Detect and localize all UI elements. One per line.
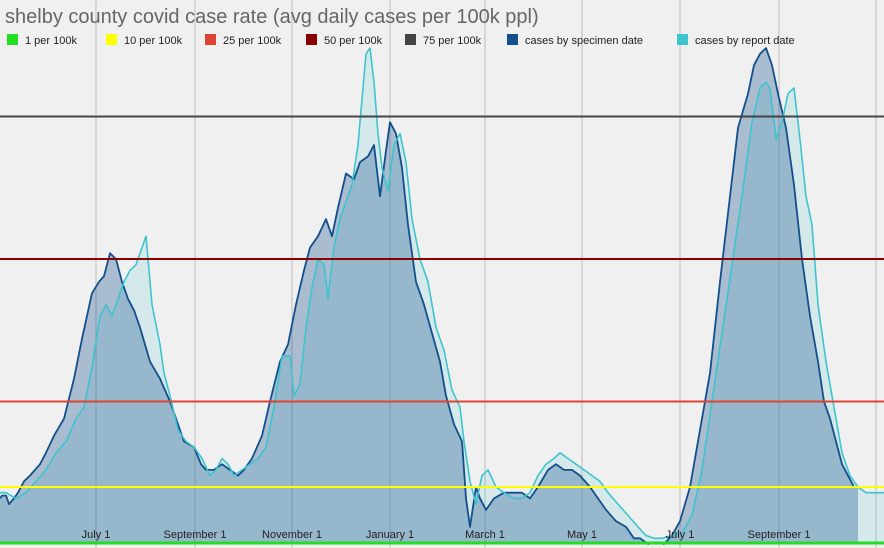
vertical-gridlines <box>95 0 877 548</box>
legend-label: 25 per 100k <box>223 35 282 47</box>
legend-swatch <box>7 34 18 45</box>
legend: 1 per 100k 10 per 100k 25 per 100k 50 per 1… <box>7 34 795 47</box>
x-tick-label: September 1 <box>748 529 811 541</box>
reference-lines <box>0 115 884 545</box>
x-tick-label: July 1 <box>666 529 695 541</box>
legend-label: cases by report date <box>695 35 795 47</box>
legend-label: cases by specimen date <box>525 35 643 47</box>
legend-swatch <box>106 34 117 45</box>
legend-label: 50 per 100k <box>324 35 383 47</box>
legend-swatch <box>507 34 518 45</box>
series-line <box>0 47 858 545</box>
x-tick-label: May 1 <box>567 529 597 541</box>
chart-title: shelby county covid case rate (avg daily… <box>5 6 539 28</box>
series-area <box>0 48 858 544</box>
x-axis-ticks: July 1 September 1 November 1 January 1 Marc… <box>82 529 811 541</box>
legend-label: 10 per 100k <box>124 35 183 47</box>
series-area <box>0 48 884 544</box>
legend-swatch <box>677 34 688 45</box>
x-tick-label: July 1 <box>82 529 111 541</box>
x-tick-label: November 1 <box>262 529 322 541</box>
legend-swatch <box>306 34 317 45</box>
x-tick-label: January 1 <box>366 529 414 541</box>
series-lines <box>0 47 884 545</box>
legend-swatch <box>405 34 416 45</box>
series-areas <box>0 48 884 544</box>
legend-swatch <box>205 34 216 45</box>
legend-label: 1 per 100k <box>25 35 77 47</box>
x-tick-label: March 1 <box>465 529 505 541</box>
x-tick-label: September 1 <box>164 529 227 541</box>
legend-label: 75 per 100k <box>423 35 482 47</box>
series-line <box>0 47 884 540</box>
